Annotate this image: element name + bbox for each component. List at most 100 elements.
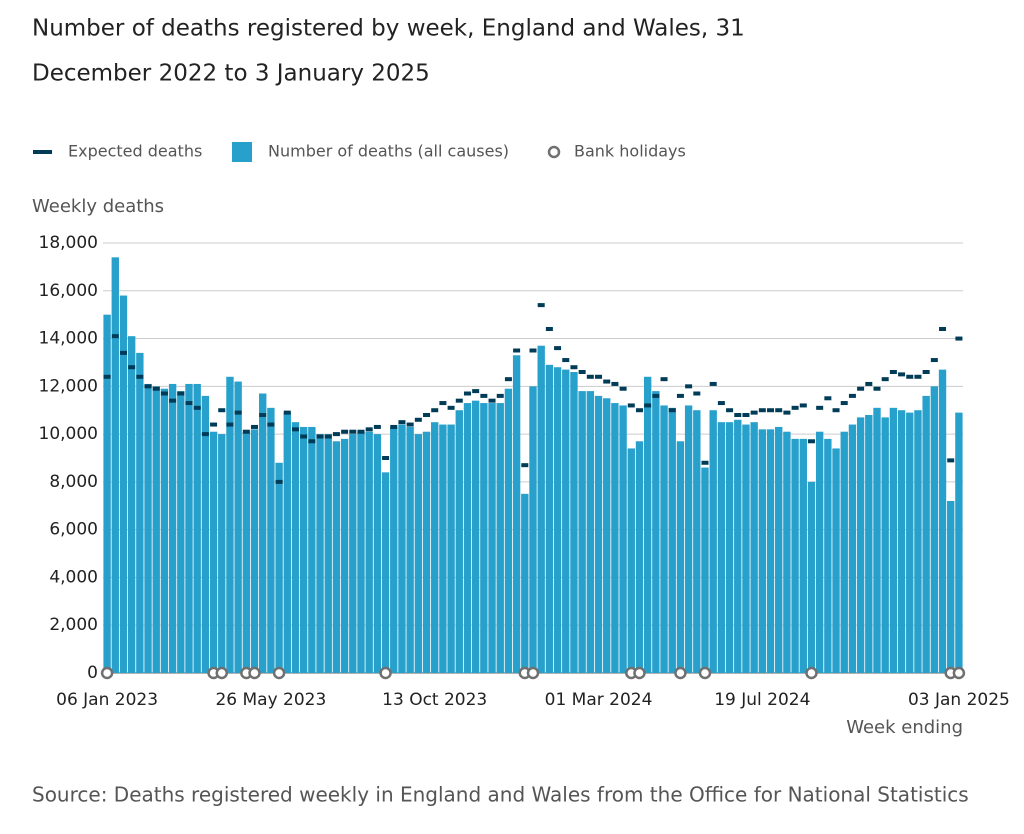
expected-dash [447,405,455,410]
expected-dash [693,391,701,396]
y-tick-label: 16,000 [39,281,98,301]
bar [431,422,439,673]
legend-swatch [547,145,561,159]
expected-dash [611,381,619,386]
bar [643,376,652,673]
expected-dash [586,374,594,379]
bar [815,431,824,673]
legend: Expected deaths Number of deaths (all cau… [33,142,686,162]
bar [512,355,521,673]
bar [455,410,463,673]
bar [603,398,611,673]
expected-dash [382,456,390,460]
expected-dash [750,410,758,415]
expected-dash [357,429,365,434]
bar [725,422,734,673]
expected-dash [341,429,349,434]
bar [406,426,414,673]
bar [586,391,595,673]
bar [570,372,578,673]
bar [529,386,537,673]
bar [742,424,750,673]
bar [267,407,275,673]
expected-dash [185,401,193,406]
bar [168,383,177,673]
expected-dash [431,408,439,413]
expected-dash [742,413,750,417]
expected-dash [947,458,955,463]
bar [856,417,865,673]
expected-dash [349,429,357,434]
bar [611,403,619,673]
bar [750,422,758,673]
expected-dash [848,393,856,398]
expected-dash [873,386,881,391]
expected-dash [259,413,267,417]
expected-dash [463,391,471,396]
bar [766,429,775,673]
bar [922,395,930,673]
bar [824,438,832,673]
bar [562,369,570,673]
bar [226,376,234,673]
bar [619,405,627,673]
bar [242,431,251,673]
bar [709,410,717,673]
bar [111,257,119,673]
expected-dash [365,427,373,432]
expected-dash [930,358,938,363]
bar [553,367,562,673]
expected-dash [807,439,815,444]
legend-label: Bank holidays [574,142,686,161]
bar [381,472,390,673]
x-tick-label: 06 Jan 2023 [56,690,158,710]
expected-dash [234,410,242,415]
expected-dash [701,460,709,465]
expected-dash [660,377,668,382]
bar [906,412,914,673]
expected-dash [300,434,308,439]
expected-dash [857,386,865,391]
bar [594,395,603,673]
y-tick-label: 14,000 [39,329,98,349]
bank-holiday-marker [379,666,392,680]
bar [578,391,586,673]
expected-dash [177,391,185,396]
bar [652,391,660,673]
expected-dash [488,398,496,403]
expected-dash [570,365,578,370]
expected-dash [799,403,807,408]
bar [275,462,283,673]
bar [545,364,554,673]
expected-dash [709,381,717,386]
expected-dash [898,372,906,377]
legend-label: Number of deaths (all causes) [268,142,509,161]
bar [889,407,898,673]
y-axis-label: Weekly deaths [32,196,164,217]
bar [152,386,160,673]
expected-dash [439,401,447,406]
expected-dash [504,377,512,382]
bar [791,438,799,673]
expected-dash [513,348,521,353]
bar [627,448,635,673]
bar [349,434,357,673]
bar [250,429,259,673]
expected-dash [676,393,684,398]
expected-dash [889,370,897,374]
bar [373,434,382,673]
bank-holiday-marker [100,666,114,680]
expected-dash [832,408,840,413]
bar [758,429,767,673]
bar [291,422,300,673]
y-tick-label: 10,000 [39,424,98,444]
expected-dash [103,374,111,379]
bar [308,426,316,673]
expected-dash [160,391,168,396]
x-tick-label: 26 May 2023 [215,690,326,710]
expected-dash [136,374,144,379]
bar [848,424,857,673]
bar [734,419,742,673]
bar [807,481,816,673]
expected-dash [865,381,873,386]
